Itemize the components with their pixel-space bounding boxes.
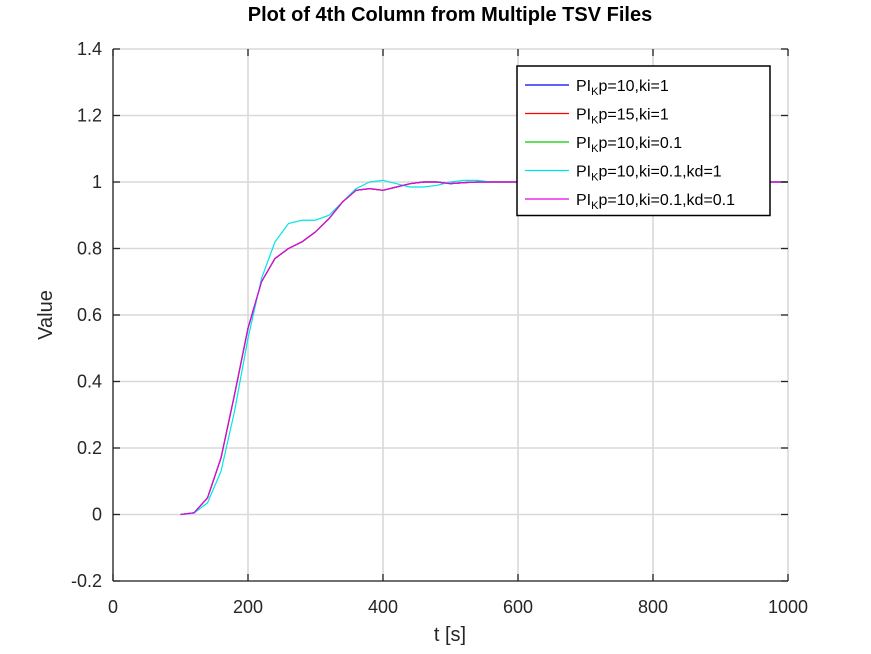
legend-label-2: PIKp=10,ki=0.1 <box>576 135 682 155</box>
legend: PIKp=10,ki=1 PIKp=15,ki=1 PIKp=10,ki=0.1 PI… <box>516 65 771 217</box>
y-tick-label-2: 0.2 <box>77 438 102 458</box>
y-tick-label-8: 1.4 <box>77 39 102 59</box>
x-tick-label-1: 200 <box>233 597 263 617</box>
legend-label-1: PIKp=15,ki=1 <box>576 107 669 127</box>
series-line-4 <box>180 181 788 516</box>
legend-label-3: PIKp=10,ki=0.1,kd=1 <box>576 164 722 184</box>
legend-box <box>516 65 771 217</box>
x-tick-label-3: 600 <box>503 597 533 617</box>
chart-title: Plot of 4th Column from Multiple TSV Fil… <box>248 4 652 26</box>
series-layer <box>180 179 788 516</box>
y-tick-label-4: 0.6 <box>77 305 102 325</box>
legend-label-4: PIKp=10,ki=0.1,kd=0.1 <box>576 192 735 212</box>
x-tick-label-4: 800 <box>638 597 668 617</box>
y-tick-label-0: -0.2 <box>71 571 102 591</box>
y-tick-label-3: 0.4 <box>77 372 102 392</box>
x-tick-label-5: 1000 <box>768 597 808 617</box>
y-axis-title: Value <box>35 290 57 340</box>
x-tick-label-2: 400 <box>368 597 398 617</box>
x-tick-label-0: 0 <box>108 597 118 617</box>
x-axis-title: t [s] <box>434 624 466 646</box>
y-tick-label-5: 0.8 <box>77 239 102 259</box>
y-tick-label-1: 0 <box>92 505 102 525</box>
ticks-layer: 0 200 400 600 800 1000 -0.2 0 0.2 0.4 0.6 0.8 1 1.2 1.… <box>71 39 808 617</box>
series-line-3 <box>180 179 788 516</box>
y-tick-label-7: 1.2 <box>77 106 102 126</box>
legend-label-0: PIKp=10,ki=1 <box>576 78 669 98</box>
y-tick-label-6: 1 <box>92 172 102 192</box>
